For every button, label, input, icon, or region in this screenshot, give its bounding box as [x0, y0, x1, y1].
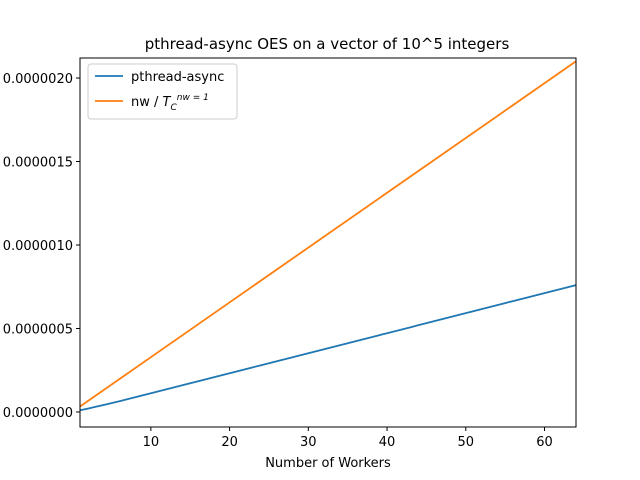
x-tick-label: 50	[458, 435, 475, 450]
chart-title: pthread-async OES on a vector of 10^5 in…	[145, 35, 510, 53]
y-tick-label: 0.0000000	[3, 406, 73, 421]
x-tick-label: 10	[143, 435, 160, 450]
x-tick-label: 20	[221, 435, 238, 450]
x-tick-label: 60	[536, 435, 553, 450]
x-tick-label: 30	[300, 435, 317, 450]
x-tick-label: 40	[379, 435, 396, 450]
legend-label-nw: nw / TCnw = 1	[131, 93, 209, 113]
y-tick-label: 0.0000010	[3, 239, 73, 254]
plot-frame	[79, 57, 577, 428]
y-tick-label: 0.0000015	[3, 156, 73, 171]
legend: pthread-async nw / TCnw = 1	[87, 63, 238, 120]
x-axis-label: Number of Workers	[265, 456, 391, 471]
y-tick-label: 0.0000020	[3, 72, 73, 87]
legend-box	[87, 63, 238, 120]
y-tick-label: 0.0000005	[3, 322, 73, 337]
legend-label-pthread-async: pthread-async	[131, 70, 224, 85]
plot-area	[79, 57, 577, 428]
y-axis: 0.0000000 0.0000005 0.0000010 0.0000015 0.00…	[3, 72, 80, 421]
x-axis: 10 20 30 40 50 60	[143, 427, 553, 450]
legend-label-nw-text: nw /	[131, 95, 163, 110]
series-line-0	[79, 284, 577, 412]
series-line-1	[79, 60, 577, 408]
